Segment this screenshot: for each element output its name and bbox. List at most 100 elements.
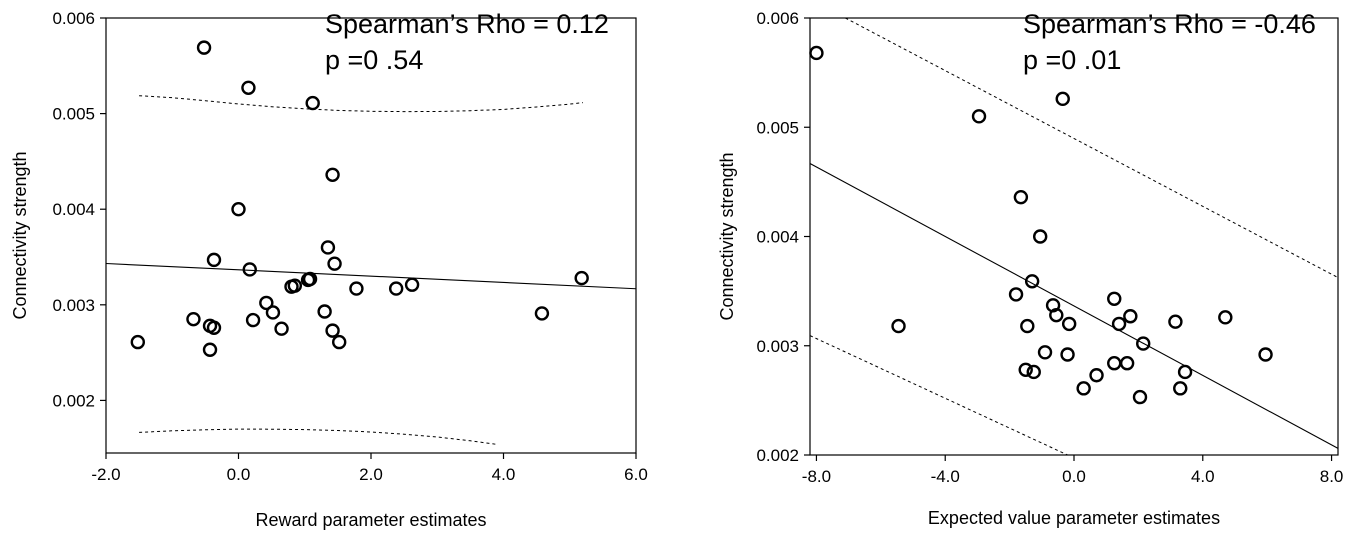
data-point — [332, 334, 347, 350]
data-point — [1218, 310, 1233, 325]
data-point — [1024, 274, 1040, 289]
spearman-rho-annotation: Spearman’s Rho = -0.46 — [1023, 9, 1316, 39]
data-point — [404, 277, 420, 292]
data-point — [327, 256, 342, 271]
p-value-annotation: p =0 .54 — [325, 45, 423, 75]
data-point — [1037, 345, 1053, 360]
data-point — [1107, 291, 1122, 306]
data-point — [1076, 381, 1091, 396]
data-point — [1055, 91, 1070, 107]
data-point — [320, 240, 336, 255]
data-point — [1168, 314, 1183, 329]
data-point — [245, 312, 261, 328]
data-point — [1032, 229, 1048, 244]
y-axis-label: Connectivity strength — [717, 152, 737, 320]
x-tick-label: 8.0 — [1320, 467, 1344, 486]
x-tick-label: 2.0 — [359, 465, 383, 484]
x-tick-label: -2.0 — [91, 465, 120, 484]
data-point — [1018, 362, 1033, 377]
data-point — [1089, 368, 1104, 383]
x-tick-label: 4.0 — [1191, 467, 1215, 486]
plot-frame — [809, 17, 1339, 456]
data-point — [349, 281, 364, 296]
data-point — [196, 40, 212, 55]
y-tick-label: 0.006 — [756, 9, 799, 28]
p-value-annotation: p =0 .01 — [1023, 45, 1121, 75]
x-tick-label: -8.0 — [802, 467, 831, 486]
data-point — [1177, 364, 1193, 380]
data-point — [325, 323, 340, 338]
data-points — [809, 45, 1273, 405]
data-point — [206, 320, 222, 335]
y-tick-label: 0.004 — [756, 228, 799, 247]
data-point — [1136, 336, 1151, 351]
x-tick-label: -4.0 — [931, 467, 960, 486]
x-tick-label: 0.0 — [1062, 467, 1086, 486]
data-point — [259, 295, 274, 311]
data-point — [241, 80, 256, 95]
expected-value-scatter-plot: -8.0 -4.0 0.0 4.0 8.0 0.002 0.003 0.004 0.005 0.0… — [717, 9, 1343, 528]
data-point — [1013, 189, 1029, 205]
fit-lines — [105, 95, 637, 445]
regression-line — [809, 163, 1339, 449]
y-tick-label: 0.005 — [52, 105, 95, 124]
data-points — [130, 40, 589, 357]
data-point — [809, 45, 824, 61]
data-point — [206, 252, 222, 268]
fit-lines — [809, 17, 1339, 456]
data-point — [1061, 316, 1077, 332]
regression-line — [105, 262, 637, 290]
data-point — [1026, 364, 1041, 380]
data-point — [1132, 389, 1148, 405]
data-point — [287, 278, 303, 293]
data-point — [1049, 307, 1064, 323]
plot-frame — [105, 17, 637, 454]
axis-ticks: -2.0 0.0 2.0 4.0 6.0 0.002 0.003 0.004 0.005 0.00… — [52, 9, 647, 484]
lower-confidence-bound — [809, 335, 1068, 456]
lower-confidence-bound — [139, 428, 497, 445]
data-point — [971, 109, 987, 124]
data-point — [305, 95, 320, 111]
data-point — [388, 281, 404, 296]
data-point — [302, 271, 318, 287]
y-tick-label: 0.003 — [756, 337, 799, 356]
upper-confidence-bound — [139, 95, 584, 113]
data-point — [317, 304, 332, 319]
data-point — [1173, 381, 1188, 396]
data-point — [1107, 356, 1122, 371]
data-point — [274, 321, 289, 336]
spearman-rho-annotation: Spearman’s Rho = 0.12 — [325, 9, 609, 39]
x-tick-label: 0.0 — [227, 465, 251, 484]
data-point — [1111, 316, 1127, 332]
x-tick-label: 6.0 — [624, 465, 648, 484]
reward-scatter-plot: -2.0 0.0 2.0 4.0 6.0 0.002 0.003 0.004 0.005 0.00… — [10, 9, 648, 530]
y-tick-label: 0.002 — [52, 391, 95, 410]
x-axis-label: Reward parameter estimates — [255, 510, 486, 530]
data-point — [130, 334, 146, 350]
data-point — [1258, 347, 1273, 362]
data-point — [265, 305, 281, 320]
data-point — [891, 318, 906, 334]
data-point — [1060, 347, 1075, 362]
axis-ticks: -8.0 -4.0 0.0 4.0 8.0 0.002 0.003 0.004 0.005 0.0… — [756, 9, 1343, 486]
y-tick-label: 0.006 — [52, 9, 95, 28]
data-point — [202, 342, 218, 357]
data-point — [1008, 287, 1024, 302]
data-point — [1020, 318, 1035, 334]
y-tick-label: 0.005 — [756, 118, 799, 137]
data-point — [574, 270, 589, 286]
x-tick-label: 4.0 — [492, 465, 516, 484]
data-point — [242, 262, 257, 277]
x-axis-label: Expected value parameter estimates — [928, 508, 1220, 528]
data-point — [1119, 356, 1135, 371]
data-point — [231, 202, 246, 217]
y-axis-label: Connectivity strength — [10, 151, 30, 319]
y-tick-label: 0.003 — [52, 296, 95, 315]
y-tick-label: 0.004 — [52, 200, 95, 219]
data-point — [534, 306, 550, 321]
data-point — [325, 167, 340, 182]
upper-confidence-bound — [845, 17, 1339, 279]
data-point — [1123, 309, 1138, 324]
y-tick-label: 0.002 — [756, 446, 799, 465]
